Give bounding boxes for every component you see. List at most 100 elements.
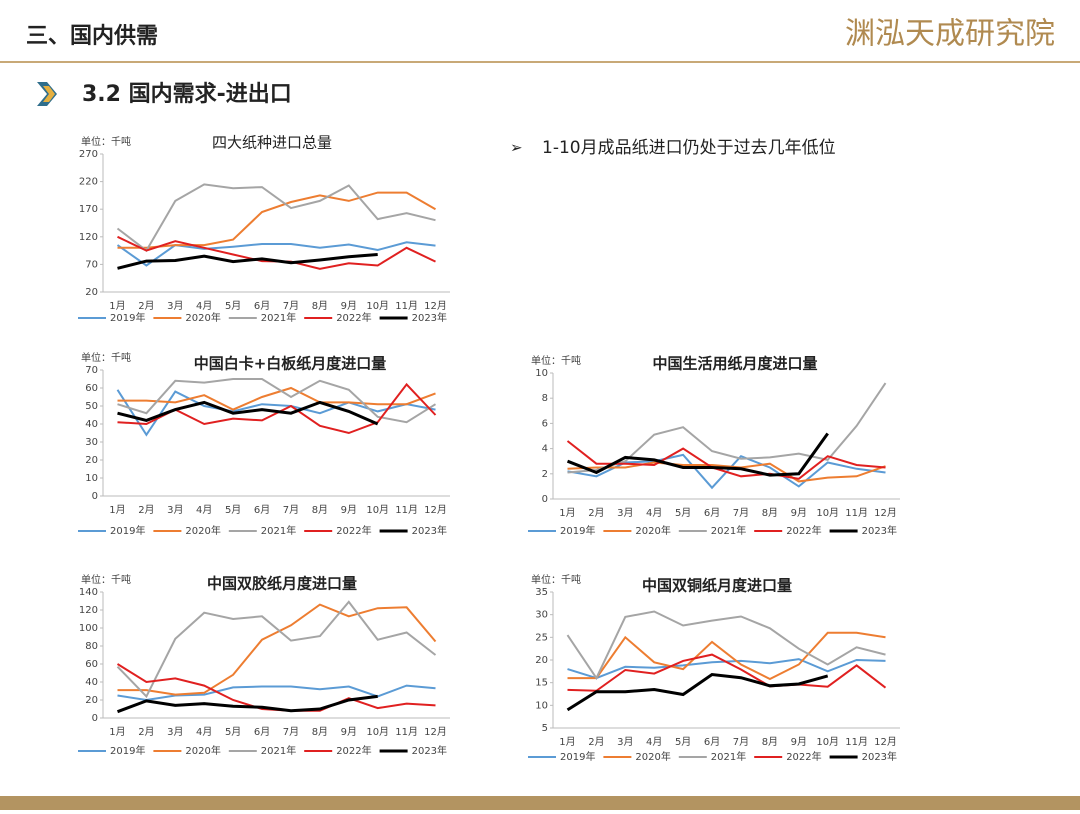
series-line — [567, 461, 886, 483]
y-tick-label: 5 — [542, 723, 548, 734]
legend-label: 2020年 — [635, 750, 670, 763]
legend-label: 2020年 — [185, 744, 220, 757]
x-tick-label: 7月 — [283, 726, 299, 738]
y-tick-label: 70 — [85, 365, 98, 376]
x-tick-label: 9月 — [791, 736, 807, 748]
x-tick-label: 6月 — [254, 504, 270, 516]
legend-label: 2021年 — [711, 524, 746, 537]
y-tick-label: 0 — [542, 494, 548, 505]
y-tick-label: 50 — [85, 401, 98, 412]
x-tick-label: 4月 — [646, 507, 662, 519]
y-tick-label: 10 — [535, 700, 548, 711]
legend-label: 2023年 — [412, 744, 447, 757]
legend-label: 2019年 — [560, 750, 595, 763]
legend-label: 2023年 — [412, 311, 447, 324]
x-tick-label: 11月 — [845, 736, 868, 748]
series-line — [117, 378, 437, 424]
x-tick-label: 10月 — [816, 736, 839, 748]
legend-label: 2022年 — [786, 524, 821, 537]
x-tick-label: 10月 — [366, 300, 389, 312]
y-tick-label: 0 — [92, 491, 98, 502]
unit-label: 单位：千吨 — [81, 573, 131, 586]
x-tick-label: 10月 — [816, 507, 839, 519]
x-tick-label: 5月 — [675, 736, 691, 748]
x-tick-label: 12月 — [874, 507, 897, 519]
bullet: ➢ — [510, 139, 523, 157]
x-tick-label: 11月 — [845, 507, 868, 519]
x-tick-label: 1月 — [109, 504, 125, 516]
y-tick-label: 70 — [85, 259, 98, 270]
x-tick-label: 11月 — [395, 300, 418, 312]
series-line — [116, 241, 436, 267]
y-tick-label: 40 — [85, 677, 98, 688]
x-tick-label: 12月 — [424, 726, 447, 738]
x-tick-label: 8月 — [762, 507, 778, 519]
legend-label: 2021年 — [261, 311, 296, 324]
y-tick-label: 15 — [535, 678, 548, 689]
series-line — [117, 400, 379, 426]
y-tick-label: 30 — [535, 610, 548, 621]
y-tick-label: 20 — [85, 287, 98, 298]
legend-label: 2021年 — [261, 744, 296, 757]
series-line — [117, 603, 437, 696]
x-tick-label: 6月 — [254, 300, 270, 312]
x-tick-label: 9月 — [341, 726, 357, 738]
x-tick-label: 10月 — [366, 726, 389, 738]
x-tick-label: 8月 — [312, 726, 328, 738]
note: 1-10月成品纸进口仍处于过去几年低位 — [542, 138, 836, 158]
x-tick-label: 7月 — [733, 736, 749, 748]
legend-label: 2020年 — [635, 524, 670, 537]
y-tick-label: 30 — [85, 437, 98, 448]
series-line — [116, 389, 436, 437]
legend-label: 2022年 — [786, 750, 821, 763]
x-tick-label: 3月 — [167, 504, 183, 516]
legend-label: 2022年 — [336, 524, 371, 537]
x-tick-label: 9月 — [791, 507, 807, 519]
unit-label: 单位：千吨 — [81, 135, 131, 148]
x-tick-label: 3月 — [167, 726, 183, 738]
x-tick-label: 8月 — [762, 736, 778, 748]
x-tick-label: 4月 — [196, 504, 212, 516]
x-tick-label: 4月 — [196, 300, 212, 312]
legend-label: 2022年 — [336, 311, 371, 324]
series-line — [567, 382, 887, 474]
x-tick-label: 10月 — [366, 504, 389, 516]
legend-label: 2021年 — [261, 524, 296, 537]
series-line — [116, 600, 437, 699]
series-line — [116, 183, 436, 253]
y-tick-label: 25 — [535, 632, 548, 643]
x-tick-label: 5月 — [225, 300, 241, 312]
x-tick-label: 2月 — [588, 736, 604, 748]
section-title: 三、国内供需 — [26, 23, 158, 49]
x-tick-label: 3月 — [167, 300, 183, 312]
y-tick-label: 10 — [535, 368, 548, 379]
y-tick-label: 6 — [542, 418, 548, 429]
logo: 渊泓天成研究院 — [845, 17, 1055, 52]
y-tick-label: 10 — [85, 473, 98, 484]
y-tick-label: 120 — [79, 605, 98, 616]
x-tick-label: 9月 — [341, 504, 357, 516]
x-tick-label: 1月 — [559, 736, 575, 748]
chart-title: 中国双铜纸月度进口量 — [642, 577, 792, 595]
chart-title: 中国双胶纸月度进口量 — [207, 575, 357, 593]
legend-label: 2023年 — [862, 750, 897, 763]
x-tick-label: 11月 — [395, 504, 418, 516]
y-tick-label: 20 — [535, 655, 548, 666]
x-tick-label: 7月 — [283, 300, 299, 312]
x-tick-label: 2月 — [138, 504, 154, 516]
y-tick-label: 220 — [79, 177, 98, 188]
chart-title: 四大纸种进口总量 — [212, 134, 332, 152]
chart-title: 中国生活用纸月度进口量 — [652, 355, 817, 373]
x-tick-label: 9月 — [341, 300, 357, 312]
x-tick-label: 4月 — [196, 726, 212, 738]
chevron-inner — [43, 86, 55, 102]
y-tick-label: 60 — [85, 659, 98, 670]
x-tick-label: 2月 — [138, 726, 154, 738]
chart-title: 中国白卡+白板纸月度进口量 — [194, 355, 387, 373]
legend-label: 2019年 — [110, 311, 145, 324]
x-tick-label: 7月 — [283, 504, 299, 516]
y-tick-label: 270 — [79, 149, 98, 160]
y-tick-label: 20 — [85, 695, 98, 706]
series-line — [117, 253, 378, 270]
